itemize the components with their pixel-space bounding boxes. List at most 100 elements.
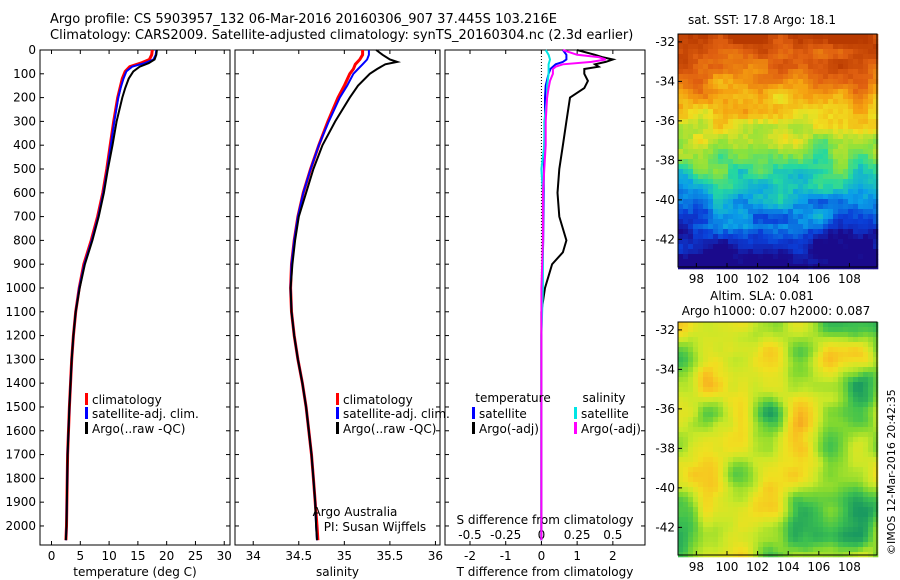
sst-map-cell (708, 39, 714, 45)
sla-map-cell (793, 482, 799, 488)
sla-map-cell (738, 407, 744, 413)
sla-map-cell (748, 497, 754, 503)
sst-map-cell (758, 244, 764, 250)
sst-map-cell (783, 239, 789, 245)
sla-map-cell (708, 332, 714, 338)
sst-map-cell (753, 39, 759, 45)
sla-map-cell (868, 382, 874, 388)
sst-map-cell (778, 139, 784, 145)
sst-map-cell (813, 164, 819, 170)
sla-map-cell (873, 437, 879, 443)
sla-map-cell (748, 407, 754, 413)
sst-map-cell (788, 219, 794, 225)
sst-map-cell (788, 194, 794, 200)
sla-map-cell (768, 322, 774, 328)
sla-map-cell (773, 362, 779, 368)
sla-map-cell (763, 392, 769, 398)
sst-map-cell (728, 249, 734, 255)
sst-map-cell (798, 149, 804, 155)
sla-map-cell (718, 387, 724, 393)
sst-map-cell (698, 229, 704, 235)
sla-map-cell (818, 422, 824, 428)
sla-map-cell (858, 462, 864, 468)
sla-map-cell (873, 452, 879, 458)
sst-map-cell (793, 174, 799, 180)
sst-map-cell (808, 89, 814, 95)
sst-map-cell (783, 189, 789, 195)
sla-map-cell (868, 347, 874, 353)
sst-map (677, 33, 879, 270)
sst-map-cell (753, 219, 759, 225)
sla-map-cell (813, 367, 819, 373)
sst-map-cell (728, 69, 734, 75)
sst-map-cell (828, 159, 834, 165)
sst-map-cell (743, 164, 749, 170)
sst-map-cell (788, 69, 794, 75)
sst-map-cell (768, 99, 774, 105)
sla-map-cell (693, 457, 699, 463)
sla-map-cell (708, 407, 714, 413)
sla-map-cell (738, 342, 744, 348)
sst-map-cell (823, 154, 829, 160)
sla-map-cell (783, 367, 789, 373)
sst-map-cell (823, 114, 829, 120)
sst-map-cell (803, 214, 809, 220)
sst-map-cell (823, 199, 829, 205)
sst-map-cell (843, 49, 849, 55)
sla-map-cell (758, 352, 764, 358)
sst-map-cell (813, 59, 819, 65)
sst-map-cell (723, 94, 729, 100)
sla-map-cell (718, 517, 724, 523)
sst-map-cell (853, 144, 859, 150)
sst-map-cell (803, 34, 809, 40)
sla-map-cell (873, 472, 879, 478)
sst-map-cell (788, 224, 794, 230)
sst-map-cell (678, 54, 684, 60)
sla-map-cell (788, 477, 794, 483)
sla-map-cell (688, 422, 694, 428)
sst-map-cell (868, 139, 874, 145)
sst-map-cell (788, 119, 794, 125)
sla-map-cell (818, 417, 824, 423)
sla-map-cell (773, 457, 779, 463)
sst-map-cell (698, 169, 704, 175)
sst-map-cell (858, 249, 864, 255)
sla-map-cell (768, 437, 774, 443)
sst-map-cell (808, 194, 814, 200)
sla-map-cell (708, 547, 714, 553)
sla-map-ytick-label: -40 (655, 481, 675, 495)
sla-map-cell (818, 432, 824, 438)
sla-map-cell (803, 362, 809, 368)
sla-map-cell (703, 492, 709, 498)
sla-map-cell (678, 372, 684, 378)
sla-map-cell (838, 332, 844, 338)
sst-map-cell (793, 239, 799, 245)
sst-map-cell (728, 164, 734, 170)
sst-map-cell (683, 144, 689, 150)
sla-map-cell (743, 442, 749, 448)
sst-map-cell (838, 219, 844, 225)
sst-map-cell (838, 154, 844, 160)
sst-map-cell (843, 114, 849, 120)
sst-map-cell (788, 214, 794, 220)
sla-map-cell (768, 427, 774, 433)
sst-map-cell (808, 39, 814, 45)
sla-map-cell (788, 467, 794, 473)
sla-map-cell (683, 472, 689, 478)
sst-map-cell (803, 234, 809, 240)
sst-map-cell (823, 54, 829, 60)
sla-map-cell (828, 322, 834, 328)
sla-map-cell (833, 527, 839, 533)
sst-map-cell (753, 259, 759, 265)
sst-map-cell (823, 249, 829, 255)
sla-map-cell (693, 417, 699, 423)
sst-map-cell (868, 84, 874, 90)
sst-map-cell (863, 94, 869, 100)
sla-map-cell (843, 417, 849, 423)
sst-map-cell (683, 74, 689, 80)
sla-map-cell (818, 392, 824, 398)
sst-map-cell (708, 194, 714, 200)
sla-map-cell (803, 497, 809, 503)
sst-map-cell (693, 214, 699, 220)
sla-map-cell (813, 392, 819, 398)
